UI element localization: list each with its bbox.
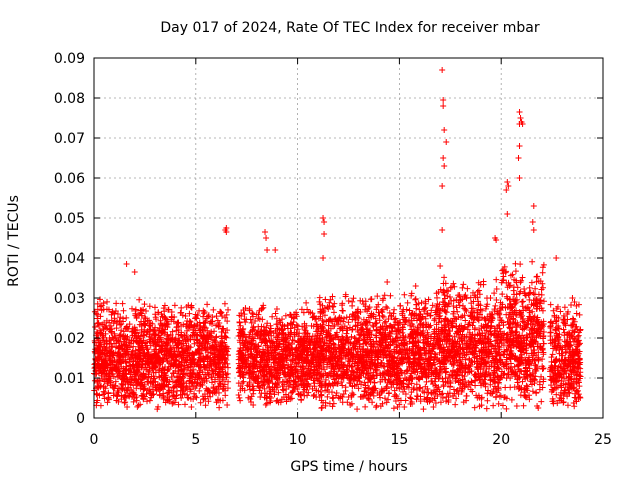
data-point <box>94 300 101 307</box>
data-point <box>123 394 130 401</box>
data-point <box>197 399 204 406</box>
data-point <box>151 304 158 311</box>
data-point <box>224 318 231 325</box>
data-point <box>130 343 137 350</box>
data-point <box>113 300 120 307</box>
data-point <box>141 385 148 392</box>
data-point <box>106 353 113 360</box>
data-point <box>224 385 231 392</box>
data-point <box>126 321 133 328</box>
data-point <box>224 352 231 359</box>
data-point <box>201 358 208 365</box>
data-point <box>189 370 196 377</box>
data-point <box>160 338 167 345</box>
data-point <box>164 324 171 331</box>
data-point <box>171 302 178 309</box>
data-point <box>168 373 175 380</box>
data-point <box>188 371 195 378</box>
data-point <box>183 384 190 391</box>
data-point <box>92 323 99 330</box>
data-point <box>146 303 153 310</box>
data-point <box>152 324 159 331</box>
data-point <box>222 334 229 341</box>
data-point <box>209 314 216 321</box>
data-point <box>216 404 223 411</box>
data-point <box>104 399 111 406</box>
data-point <box>225 378 232 385</box>
data-point <box>200 310 207 317</box>
data-point <box>104 298 111 305</box>
data-points <box>91 67 584 413</box>
data-point <box>126 390 133 397</box>
data-point <box>224 364 231 371</box>
data-point <box>130 368 137 375</box>
data-point <box>130 398 137 405</box>
data-point <box>225 306 232 313</box>
data-point <box>190 383 197 390</box>
data-point <box>187 367 194 374</box>
data-point <box>123 342 130 349</box>
data-point <box>154 406 161 413</box>
data-point <box>223 374 230 381</box>
data-point <box>101 390 108 397</box>
data-point <box>193 394 200 401</box>
data-point <box>213 313 220 320</box>
data-point <box>156 342 163 349</box>
data-point <box>169 378 176 385</box>
data-point <box>117 321 124 328</box>
data-point <box>146 397 153 404</box>
data-point <box>176 358 183 365</box>
data-point <box>114 310 121 317</box>
data-point <box>162 315 169 322</box>
data-point <box>118 327 125 334</box>
data-point <box>117 314 124 321</box>
data-point <box>141 301 148 308</box>
data-point <box>111 315 118 322</box>
data-point <box>130 382 137 389</box>
data-point <box>116 332 123 339</box>
data-point <box>140 306 147 313</box>
data-point <box>109 343 116 350</box>
data-point <box>126 393 133 400</box>
data-point <box>204 301 211 308</box>
data-point <box>186 310 193 317</box>
data-point <box>178 394 185 401</box>
data-point <box>218 309 225 316</box>
